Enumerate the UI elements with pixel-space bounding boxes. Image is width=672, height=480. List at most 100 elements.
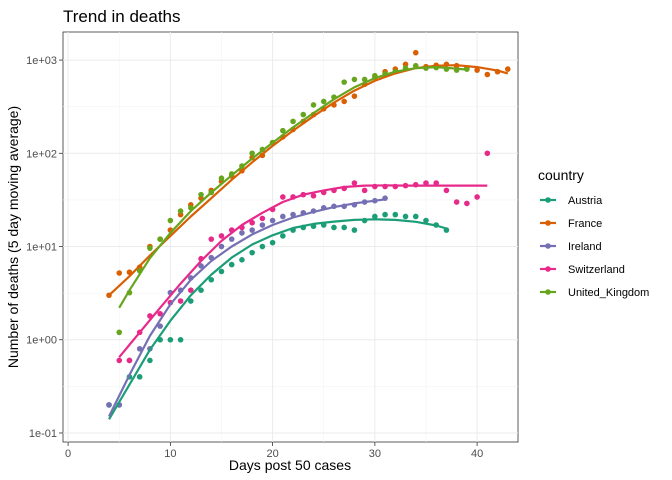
data-point-austria (198, 287, 204, 293)
plot-panel (62, 31, 519, 443)
data-point-austria (331, 224, 337, 231)
data-point-austria (147, 357, 153, 364)
data-point-france (412, 49, 419, 56)
data-point-ireland (280, 213, 286, 220)
data-point-ireland (106, 402, 112, 408)
data-point-austria (412, 213, 419, 220)
x-tick-label: 30 (369, 448, 381, 460)
panel-border (62, 31, 519, 443)
x-tick-label: 20 (266, 448, 278, 460)
data-point-austria (392, 211, 399, 218)
data-point-united-kingdom (167, 217, 174, 224)
data-point-switzerland (188, 287, 194, 293)
data-point-united-kingdom (300, 111, 307, 118)
data-point-france (116, 270, 123, 276)
data-point-france (341, 98, 347, 105)
data-point-france (474, 67, 480, 73)
data-point-switzerland (484, 150, 491, 157)
data-point-united-kingdom (280, 127, 286, 134)
data-point-ireland (136, 345, 143, 352)
data-point-united-kingdom (116, 329, 123, 336)
data-point-switzerland (208, 236, 215, 242)
data-point-switzerland (218, 233, 225, 239)
y-axis-ticks: 1e-01 1e+00 1e+01 1e+02 1e+03 (26, 55, 63, 440)
data-point-united-kingdom (177, 208, 184, 214)
grid-minor (63, 32, 518, 442)
data-point-austria (167, 336, 174, 343)
data-point-austria (249, 249, 255, 256)
data-point-austria (280, 233, 286, 239)
y-tick-label: 1e-01 (29, 428, 57, 440)
data-point-austria (423, 217, 429, 224)
data-point-united-kingdom (147, 245, 153, 251)
chart-title: Trend in deaths (63, 7, 181, 26)
data-point-ireland (228, 236, 235, 242)
y-tick-label: 1e+01 (26, 242, 57, 254)
x-tick-label: 40 (471, 448, 483, 460)
data-point-united-kingdom (249, 150, 255, 157)
y-tick-label: 1e+00 (26, 335, 57, 347)
legend-key-ireland: Ireland (540, 241, 602, 253)
legend-key-austria: Austria (540, 195, 603, 207)
legend-dot-france (545, 220, 551, 226)
data-point-united-kingdom (320, 98, 327, 105)
data-point-austria (269, 239, 276, 246)
data-point-switzerland (177, 298, 184, 304)
data-point-france (504, 66, 511, 72)
legend-label-united-kingdom: United_Kingdom (568, 287, 649, 299)
data-point-ireland (198, 263, 204, 269)
trend-line-france (108, 64, 509, 297)
series-trends (108, 64, 509, 420)
legend: country Austria France Ireland Switzerland U… (538, 167, 649, 299)
data-point-france (351, 93, 358, 99)
data-point-ireland (259, 222, 266, 228)
data-point-austria (259, 243, 266, 250)
legend-key-france: France (540, 218, 602, 230)
data-point-switzerland (361, 187, 368, 194)
data-point-switzerland (249, 219, 255, 226)
data-point-united-kingdom (310, 102, 317, 108)
data-point-switzerland (280, 194, 286, 200)
data-point-switzerland (126, 357, 133, 364)
data-point-austria (239, 257, 245, 263)
data-point-austria (177, 336, 184, 343)
data-point-united-kingdom (290, 118, 296, 125)
data-point-switzerland (423, 180, 429, 186)
trend-line-united-kingdom (118, 66, 468, 309)
data-point-united-kingdom (157, 236, 163, 242)
data-point-united-kingdom (361, 76, 368, 83)
trend-line-ireland (108, 198, 386, 417)
legend-dot-united-kingdom (545, 289, 551, 295)
legend-dot-ireland (545, 243, 551, 249)
legend-label-france: France (568, 218, 602, 230)
legend-label-austria: Austria (568, 195, 603, 207)
data-point-switzerland (474, 194, 480, 200)
data-point-united-kingdom (198, 191, 204, 198)
data-point-switzerland (464, 200, 470, 207)
data-point-switzerland (310, 192, 317, 199)
data-point-united-kingdom (341, 79, 347, 85)
legend-dot-austria (545, 197, 551, 203)
data-point-france (484, 71, 491, 78)
trend-line-switzerland (118, 184, 488, 358)
data-point-austria (228, 261, 235, 268)
x-tick-label: 0 (65, 448, 71, 460)
x-tick-label: 10 (164, 448, 176, 460)
data-point-switzerland (433, 180, 440, 186)
data-point-switzerland (116, 357, 123, 364)
data-point-austria (136, 374, 143, 380)
data-point-ireland (249, 227, 255, 233)
trend-line-austria (108, 218, 447, 420)
data-point-ireland (239, 230, 245, 236)
data-point-ireland (269, 217, 276, 224)
legend-key-switzerland: Switzerland (540, 264, 625, 276)
data-point-switzerland (157, 310, 163, 317)
x-axis-title: Days post 50 cases (229, 457, 351, 473)
data-point-austria (372, 213, 378, 220)
legend-key-united-kingdom: United_Kingdom (540, 287, 649, 299)
data-point-austria (218, 268, 225, 275)
data-point-austria (208, 276, 215, 283)
data-point-switzerland (351, 180, 358, 186)
data-point-austria (382, 211, 388, 218)
